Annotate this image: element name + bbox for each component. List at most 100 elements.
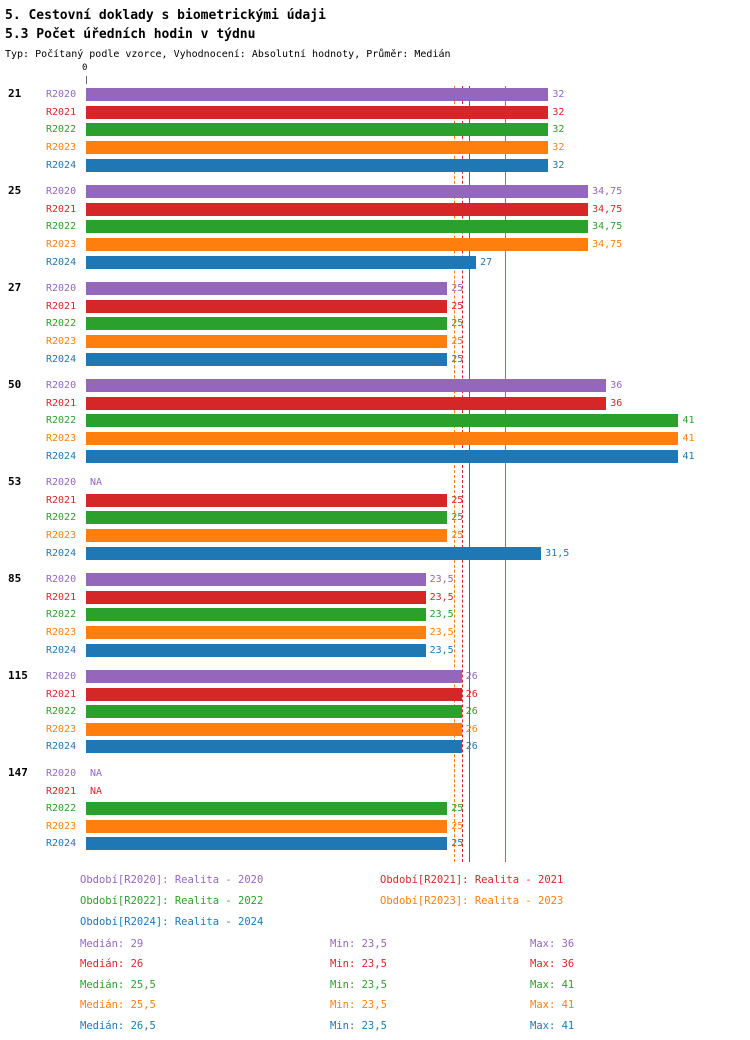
value-label: 41: [682, 450, 695, 462]
bar-row: R2021 34,75: [0, 201, 750, 219]
group-label: 25: [8, 183, 22, 197]
value-label: 25: [451, 494, 464, 506]
series-label: R2020: [46, 380, 77, 392]
stats-median-R2020: Medián: 29: [80, 938, 144, 950]
value-label: 25: [451, 283, 464, 295]
series-label: R2021: [46, 203, 77, 215]
legend-item-R2024: Období[R2024]: Realita - 2024: [80, 916, 264, 928]
stats-row-R2020: Medián: 29 Min: 23,5 Max: 36: [0, 934, 750, 954]
series-label: R2022: [46, 706, 77, 718]
group-label: 50: [8, 377, 22, 391]
bar-R2024: [86, 352, 448, 366]
na-label: NA: [90, 785, 103, 797]
bar-row: R2020 NA: [0, 765, 750, 783]
bar-R2022: [86, 511, 448, 525]
stats-median-R2021: Medián: 26: [80, 958, 144, 971]
stats-min-R2022: Min: 23,5: [330, 978, 387, 991]
value-label: 36: [610, 380, 623, 392]
bar-row: R2020 25: [0, 280, 750, 298]
value-label: 25: [451, 300, 464, 312]
bar-R2024: [86, 449, 679, 463]
bar-R2023: [86, 335, 448, 349]
bar-R2021: [86, 493, 448, 507]
bar-row: R2021 23,5: [0, 588, 750, 606]
stats-min-R2023: Min: 23,5: [330, 999, 387, 1012]
series-label: R2020: [46, 186, 77, 198]
axis-zero-tick: [86, 76, 87, 84]
series-label: R2022: [46, 124, 77, 136]
value-label: 26: [465, 671, 478, 683]
bar-R2023: [86, 819, 448, 833]
value-label: 27: [480, 256, 493, 268]
series-label: R2023: [46, 336, 77, 348]
series-label: R2021: [46, 494, 77, 506]
stats-max-R2020: Max: 36: [530, 938, 575, 950]
series-label: R2020: [46, 574, 77, 586]
bar-R2021: [86, 299, 448, 313]
median-line-R2020: [505, 86, 507, 862]
group-label: 21: [8, 87, 22, 100]
bar-row: R2024 31,5: [0, 544, 750, 562]
bar-row: R2020 NA: [0, 474, 750, 492]
bar-row: R2024 41: [0, 447, 750, 465]
bar-row: R2022 34,75: [0, 218, 750, 236]
bar-R2020: [86, 379, 607, 393]
series-label: R2024: [46, 741, 77, 753]
bar-R2021: [86, 202, 589, 216]
chart-meta: Typ: Počítaný podle vzorce, Vyhodnocení:…: [5, 49, 451, 60]
value-label: 25: [451, 318, 464, 330]
value-label: 32: [552, 106, 565, 118]
value-label: 32: [552, 159, 565, 171]
bar-row: R2024 27: [0, 253, 750, 271]
bar-row: R2020 32: [0, 86, 750, 104]
bar-R2021: [86, 396, 607, 410]
na-label: NA: [90, 768, 103, 780]
bar-R2022: [86, 802, 448, 816]
bar-row: R2022 25: [0, 315, 750, 333]
value-label: 34,75: [592, 221, 623, 233]
value-label: 31,5: [545, 547, 570, 559]
series-label: R2023: [46, 432, 77, 444]
median-lines: [0, 86, 750, 862]
value-label: 41: [682, 432, 695, 444]
bar-row: R2020 26: [0, 668, 750, 686]
value-label: 25: [451, 336, 464, 348]
value-label: 23,5: [429, 644, 454, 656]
series-label: R2023: [46, 820, 77, 832]
bar-row: R2023 26: [0, 721, 750, 739]
value-label: 32: [552, 124, 565, 136]
stats-max-R2023: Max: 41: [530, 999, 575, 1012]
series-label: R2021: [46, 785, 77, 797]
bar-R2023: [86, 528, 448, 542]
value-label: 25: [451, 353, 464, 365]
bar-row: R2022 26: [0, 703, 750, 721]
median-line-R2024: [468, 86, 470, 862]
bar-row: R2021 32: [0, 104, 750, 122]
bar-R2020: [86, 670, 462, 684]
legend-item-R2023: Období[R2023]: Realita - 2023: [380, 895, 564, 907]
bar-R2021: [86, 590, 426, 604]
series-label: R2022: [46, 415, 77, 427]
stats-min-R2024: Min: 23,5: [330, 1019, 387, 1032]
bar-group-147: 147 R2020 NA R2021 NA R2022 25 R2023 25 R2024 25: [0, 765, 750, 853]
legend-item-R2021: Období[R2021]: Realita - 2021: [380, 874, 564, 886]
bar-row: R2023 25: [0, 333, 750, 351]
bar-group-115: 115 R2020 26 R2021 26 R2022 26 R2023 26 R2024 26: [0, 668, 750, 756]
stats-row-R2021: Medián: 26 Min: 23,5 Max: 36: [0, 954, 750, 974]
series-label: R2023: [46, 142, 77, 154]
bar-R2022: [86, 123, 549, 137]
bar-row: R2024 25: [0, 835, 750, 853]
series-label: R2020: [46, 283, 77, 295]
value-label: 23,5: [429, 591, 454, 603]
bar-row: R2023 32: [0, 139, 750, 157]
bar-row: R2021 25: [0, 491, 750, 509]
bar-row: R2021 25: [0, 298, 750, 316]
bar-R2023: [86, 431, 679, 445]
stats-max-R2024: Max: 41: [530, 1019, 575, 1032]
bar-group-53: 53 R2020 NA R2021 25 R2022 25 R2023 25 R2024 31,5: [0, 474, 750, 562]
bar-R2022: [86, 608, 426, 622]
bar-group-85: 85 R2020 23,5 R2021 23,5 R2022 23,5 R2023 23,5 R2…: [0, 571, 750, 659]
value-label: 32: [552, 89, 565, 101]
series-label: R2020: [46, 768, 77, 780]
series-label: R2023: [46, 239, 77, 251]
